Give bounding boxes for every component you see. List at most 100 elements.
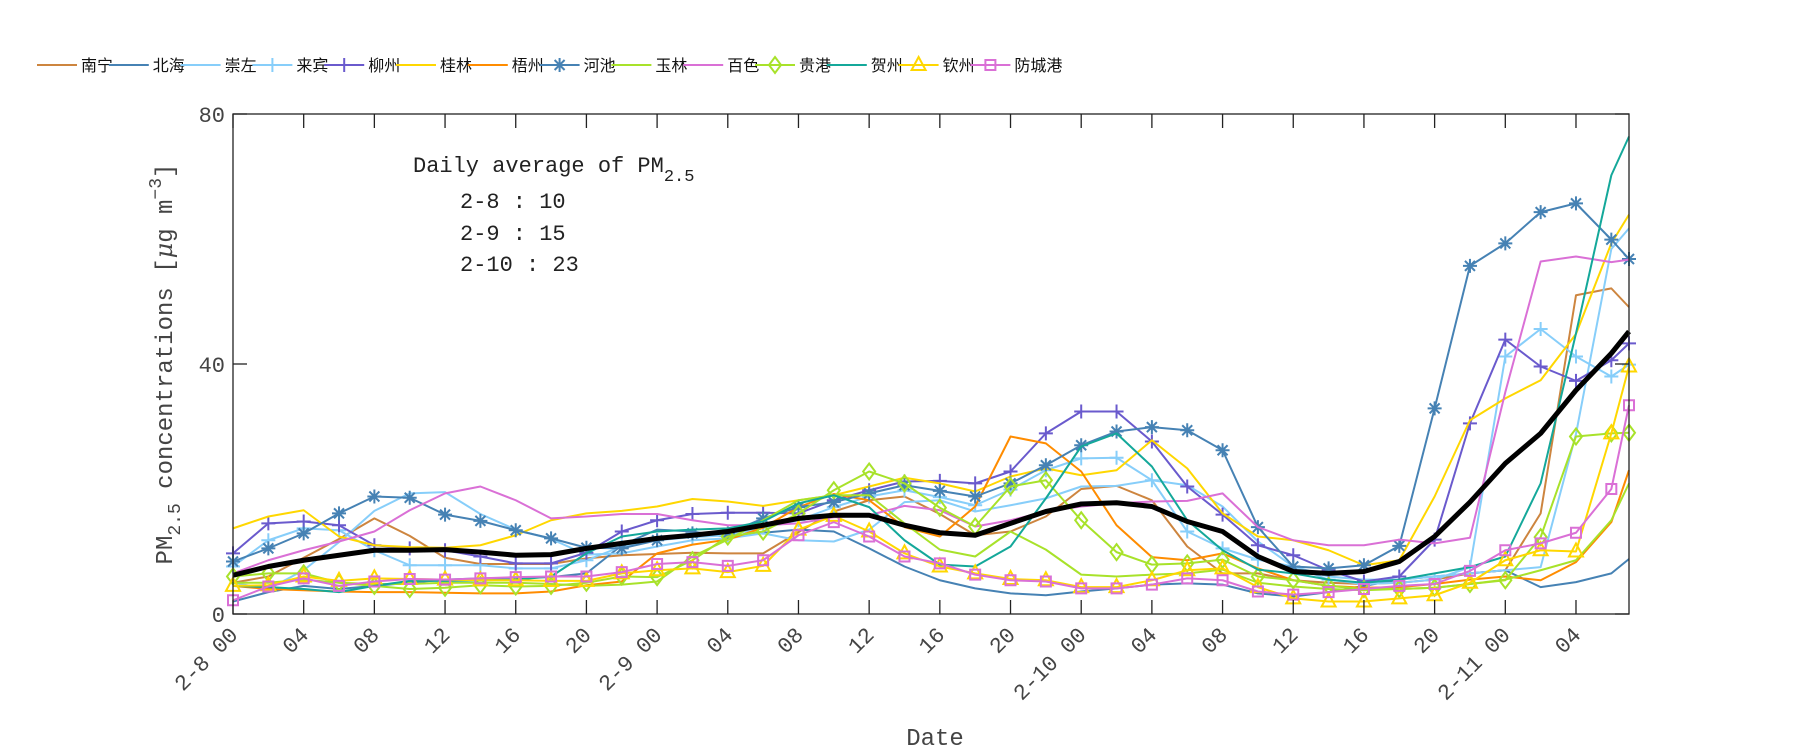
y-axis-label: PM2.5 concentrations [μg m−3] — [147, 164, 186, 565]
annotation-line: 2-10 : 23 — [460, 253, 579, 278]
plot-area — [233, 114, 1629, 614]
legend-label: 贺州 — [871, 56, 903, 75]
data-point-plus — [1109, 450, 1124, 465]
data-point-diamond — [1109, 542, 1124, 562]
data-point-triangle — [507, 570, 525, 587]
annotation-line: 2-8 : 10 — [460, 190, 566, 215]
data-point-triangle — [1602, 423, 1621, 440]
data-point-diamond — [826, 480, 842, 500]
x-tick-label: 12 — [420, 623, 456, 659]
data-point-plus — [1462, 416, 1477, 431]
data-point-square — [721, 559, 734, 572]
legend-item: 崇左 — [180, 56, 257, 75]
data-point-triangle — [259, 575, 278, 592]
data-point-asterisk — [897, 478, 912, 493]
data-point-square — [651, 558, 664, 570]
data-point-plus — [1498, 349, 1513, 364]
data-point-diamond — [861, 461, 877, 482]
data-point-plus — [296, 514, 311, 529]
x-tick-label: 12 — [1268, 623, 1304, 659]
legend-label: 贵港 — [799, 56, 831, 75]
data-point-asterisk — [1144, 420, 1159, 435]
data-point-square — [615, 566, 628, 579]
data-point-plus — [1074, 451, 1089, 466]
data-point-triangle — [1319, 591, 1338, 608]
series-line — [232, 329, 1631, 578]
data-point-asterisk — [473, 513, 488, 528]
data-point-asterisk — [1286, 559, 1301, 574]
data-point-asterisk — [1498, 236, 1513, 251]
data-point-square — [403, 573, 416, 585]
data-point-square — [1075, 582, 1088, 595]
data-point-square — [1039, 575, 1052, 588]
data-point-asterisk — [1427, 401, 1442, 416]
data-point-square — [580, 570, 593, 583]
series-line — [232, 214, 1630, 567]
data-point-square — [1393, 579, 1406, 592]
data-point-square — [969, 568, 982, 581]
series-line — [232, 405, 1630, 602]
legend-item: 贺州 — [826, 56, 903, 75]
data-point-asterisk — [968, 489, 983, 504]
data-point-square — [863, 530, 876, 543]
data-point-asterisk — [1215, 443, 1230, 458]
data-point-plus — [544, 556, 559, 571]
data-point-plus — [1568, 373, 1583, 388]
y-tick-label: 80 — [199, 104, 225, 129]
legend-item: 桂林 — [396, 56, 472, 75]
data-point-square — [933, 557, 946, 570]
series-line — [232, 366, 1630, 603]
annotation-title-subscript: 2.5 — [664, 168, 695, 187]
legend: 南宁 北海 崇左 来宾 柳州 桂林 梧州 河池 玉林 百色 贵港 贺州 钦州 防城港 — [37, 54, 1062, 75]
y-tick-label: 0 — [212, 604, 225, 629]
data-point-plus — [685, 507, 700, 521]
data-point-asterisk — [1109, 424, 1124, 439]
annotation-title: Daily average of PM2.5 — [413, 154, 694, 187]
x-tick-label: 2-9 00 — [594, 623, 668, 697]
data-point-triangle — [1567, 541, 1585, 558]
data-point-square — [686, 556, 699, 569]
data-point-plus — [1533, 322, 1548, 336]
x-tick-label: 08 — [1197, 623, 1233, 659]
data-point-diamond — [1073, 510, 1089, 530]
data-point-square — [297, 572, 310, 585]
data-point-square — [1004, 574, 1017, 587]
legend-marker-asterisk — [552, 58, 567, 72]
data-point-asterisk — [1074, 438, 1089, 453]
legend-label: 崇左 — [225, 56, 257, 75]
data-point-asterisk — [261, 541, 276, 556]
legend-item: 北海 — [108, 56, 185, 75]
data-point-square — [1357, 583, 1370, 595]
data-point-plus — [508, 556, 523, 571]
x-tick-label: 08 — [773, 623, 809, 659]
data-point-plus — [1074, 404, 1089, 419]
x-tick-label: 12 — [844, 623, 880, 659]
data-point-diamond — [755, 521, 771, 542]
annotation-line: 2-9 : 15 — [460, 222, 566, 247]
data-point-triangle — [295, 566, 313, 583]
legend-label: 玉林 — [655, 56, 687, 75]
series-line-13 — [227, 399, 1635, 607]
data-point-plus — [650, 513, 665, 528]
data-point-triangle — [1496, 550, 1514, 567]
data-point-square — [1534, 537, 1547, 550]
x-tick-label: 2-8 00 — [170, 623, 244, 697]
data-point-asterisk — [862, 486, 877, 501]
data-point-plus — [1604, 369, 1619, 384]
y-tick-label: 40 — [199, 354, 225, 379]
data-point-triangle — [1213, 558, 1232, 575]
data-point-asterisk — [1604, 232, 1619, 247]
data-point-asterisk — [296, 526, 311, 541]
data-point-asterisk — [1533, 205, 1548, 220]
data-point-asterisk — [1462, 258, 1477, 273]
series-line — [232, 255, 1630, 575]
data-point-square — [1605, 483, 1618, 495]
data-point-square — [898, 550, 911, 563]
data-point-triangle — [1461, 572, 1479, 589]
legend-marker-diamond — [767, 55, 783, 75]
data-point-plus — [1533, 359, 1548, 374]
data-point-plus — [1215, 507, 1230, 522]
data-point-diamond — [1250, 566, 1266, 587]
data-point-triangle — [542, 570, 560, 587]
